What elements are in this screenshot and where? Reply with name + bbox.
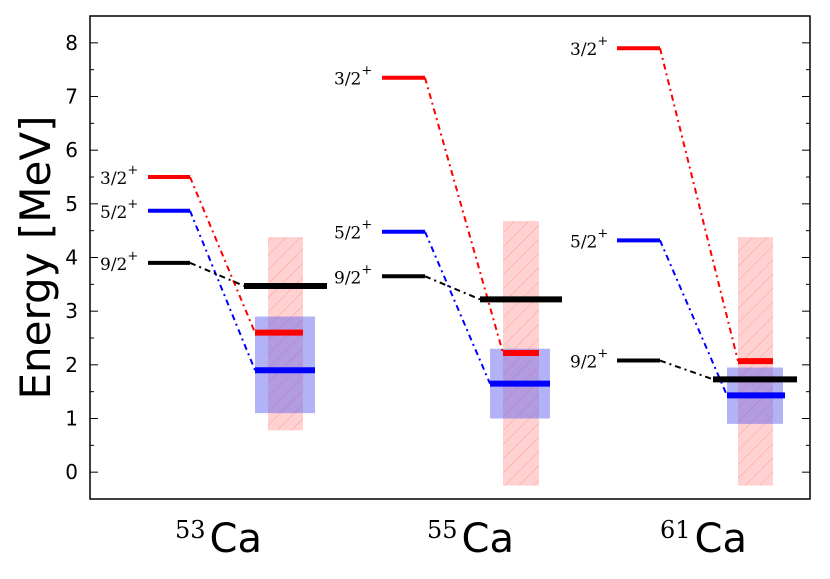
y-tick-label-6: 6: [65, 138, 78, 162]
nucleus-label-55: 55 Ca: [427, 516, 514, 562]
y-tick-label-5: 5: [65, 192, 78, 216]
connector-61-9-2: [659, 359, 714, 381]
connector-53-5-2: [189, 210, 256, 371]
connector-55-5-2: [424, 231, 491, 385]
y-tick-label-7: 7: [65, 85, 78, 109]
axes: 53 Ca 55 Ca 61 Ca 0 1 2 3 4 5 6 7 8 Energy [MeV]: [11, 15, 811, 562]
y-tick-label-2: 2: [65, 353, 78, 377]
level-label-55-3-2: 3/2+: [334, 64, 372, 90]
plot-frame: [89, 15, 811, 500]
level-label-55-5-2: 5/2+: [334, 218, 372, 244]
level-label-61-9-2: 9/2+: [570, 347, 608, 373]
level-label-61-3-2: 3/2+: [570, 34, 608, 60]
level-label-55-9-2: 9/2+: [334, 262, 372, 288]
y-tick-label-1: 1: [65, 407, 78, 431]
connector-53-3-2: [189, 176, 256, 334]
level-label-61-5-2: 5/2+: [570, 226, 608, 252]
energy-levels: [148, 46, 797, 399]
level-label-53-5-2: 5/2+: [100, 197, 138, 223]
nucleus-label-53: 53 Ca: [175, 516, 262, 562]
connector-61-5-2: [659, 239, 728, 396]
y-axis-title: Energy [MeV]: [11, 116, 60, 400]
y-tick-label-8: 8: [65, 31, 78, 55]
connector-55-9-2: [424, 275, 481, 301]
connector-55-3-2: [424, 77, 504, 354]
y-tick-label-4: 4: [65, 246, 78, 270]
y-tick-label-3: 3: [65, 299, 78, 323]
level-labels: 3/2+ 5/2+ 9/2+ 3/2+ 5/2+ 9/2+ 3/2+ 5/2+ 9/2+: [100, 34, 608, 372]
connector-53-9-2: [189, 261, 245, 287]
level-label-53-3-2: 3/2+: [100, 163, 138, 189]
nucleus-label-61: 61 Ca: [660, 516, 747, 562]
y-tick-label-0: 0: [65, 460, 78, 484]
connector-lines: [189, 47, 739, 396]
level-label-53-9-2: 9/2+: [100, 249, 138, 275]
connector-61-3-2: [659, 47, 739, 362]
